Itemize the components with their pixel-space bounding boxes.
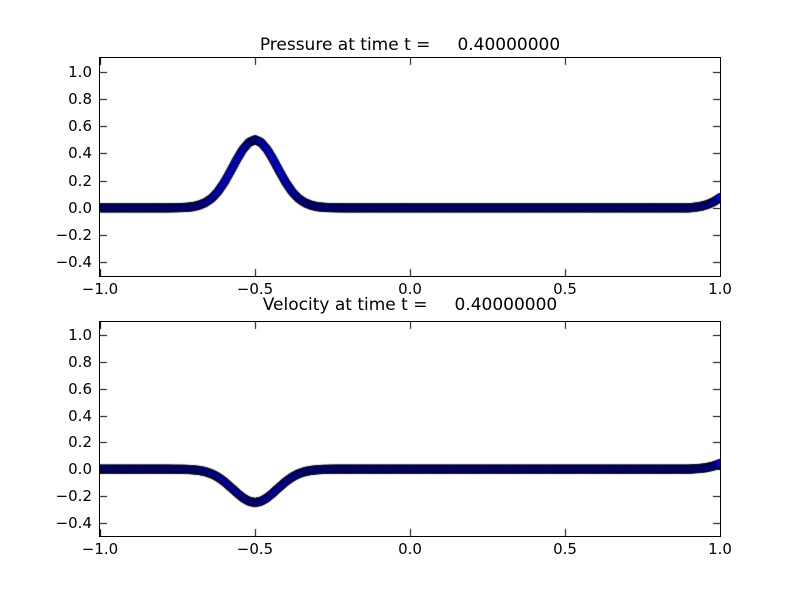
y-tick-label: 0.0: [68, 198, 92, 217]
x-tick-label: 0.5: [553, 540, 577, 558]
x-tick-label: −0.5: [236, 280, 274, 298]
pressure-plot-title: Pressure at time t = 0.40000000: [259, 35, 561, 55]
y-tick-label: 0.8: [68, 89, 92, 108]
x-tick-label: −1.0: [81, 280, 119, 298]
y-tick-label: 0.6: [68, 117, 92, 136]
x-tick-label: 1.0: [708, 280, 732, 298]
x-tick-label: 0.0: [398, 540, 422, 558]
y-tick-label: 0.8: [68, 353, 92, 372]
x-tick-label: −1.0: [81, 540, 119, 558]
y-tick-label: −0.2: [55, 486, 92, 505]
pressure-data-canvas: [100, 58, 720, 276]
y-tick-label: 0.4: [68, 144, 92, 163]
y-tick-label: 0.4: [68, 406, 92, 425]
x-tick-label: −0.5: [236, 540, 274, 558]
y-tick-label: −0.4: [55, 253, 92, 272]
y-tick-label: 0.2: [68, 171, 92, 190]
y-tick-label: −0.4: [55, 513, 92, 532]
y-tick-label: 0.2: [68, 433, 92, 452]
y-tick-label: 0.6: [68, 379, 92, 398]
y-tick-label: 0.0: [68, 460, 92, 479]
x-tick-label: 0.5: [553, 280, 577, 298]
y-tick-label: −0.2: [55, 226, 92, 245]
velocity-plot-title: Velocity at time t = 0.40000000: [262, 295, 558, 315]
x-tick-label: 1.0: [708, 540, 732, 558]
velocity-data-canvas: [100, 322, 720, 536]
y-tick-label: 1.0: [68, 326, 92, 345]
x-tick-label: 0.0: [398, 280, 422, 298]
y-tick-label: 1.0: [68, 62, 92, 81]
